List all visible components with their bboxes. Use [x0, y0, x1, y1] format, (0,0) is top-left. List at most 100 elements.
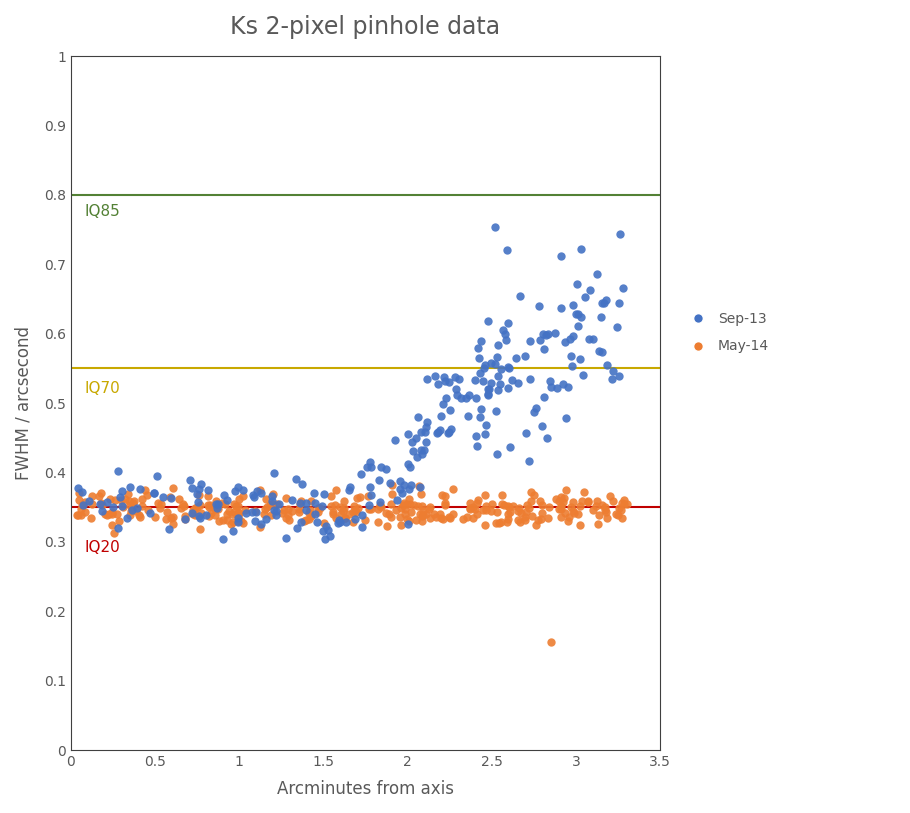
Point — [419, 507, 433, 520]
Point — [578, 290, 592, 303]
Point — [210, 498, 225, 511]
Point — [147, 487, 162, 500]
Point — [326, 506, 340, 519]
Point — [398, 508, 412, 521]
Point — [541, 511, 556, 524]
Point — [559, 483, 573, 496]
Point — [418, 426, 432, 439]
Point — [292, 498, 307, 511]
Point — [586, 333, 601, 346]
Point — [600, 511, 614, 524]
Point — [374, 500, 389, 513]
Point — [249, 485, 264, 498]
Point — [617, 493, 632, 506]
Point — [481, 382, 496, 395]
Point — [414, 425, 429, 438]
Point — [531, 513, 546, 526]
Point — [549, 493, 563, 506]
Point — [202, 500, 217, 513]
Point — [207, 508, 222, 521]
Point — [208, 494, 223, 507]
Point — [298, 497, 313, 510]
Point — [269, 505, 284, 518]
Point — [595, 498, 610, 511]
Point — [201, 498, 216, 511]
Point — [491, 517, 506, 530]
Point — [470, 439, 484, 452]
Point — [277, 504, 291, 517]
Point — [380, 520, 395, 533]
Point — [575, 368, 590, 381]
Point — [326, 507, 340, 520]
Point — [285, 493, 299, 506]
Point — [417, 443, 431, 456]
Point — [492, 377, 507, 390]
Point — [401, 493, 416, 506]
Point — [238, 503, 252, 516]
Point — [400, 498, 415, 511]
Point — [534, 513, 549, 526]
Point — [215, 497, 229, 510]
Point — [461, 388, 476, 401]
Point — [310, 506, 325, 519]
Point — [465, 501, 480, 514]
Point — [116, 499, 130, 512]
Point — [571, 508, 585, 521]
Point — [456, 512, 470, 525]
Legend: Sep-13, May-14: Sep-13, May-14 — [679, 306, 774, 359]
Point — [236, 516, 250, 529]
Point — [442, 404, 457, 417]
Point — [298, 515, 312, 528]
Point — [429, 511, 443, 524]
Point — [331, 514, 346, 527]
Point — [438, 497, 452, 510]
Point — [393, 518, 408, 531]
Point — [397, 497, 411, 510]
Point — [359, 461, 374, 474]
Point — [574, 242, 589, 255]
Point — [99, 509, 114, 522]
Point — [521, 502, 536, 515]
Point — [470, 497, 484, 510]
Point — [410, 450, 424, 463]
Point — [152, 502, 167, 515]
Point — [115, 485, 129, 498]
Point — [497, 498, 511, 511]
Point — [140, 489, 155, 502]
Point — [78, 495, 93, 508]
Point — [551, 503, 566, 516]
Point — [592, 345, 606, 358]
Point — [484, 498, 499, 511]
Point — [265, 498, 279, 511]
Y-axis label: FWHM / arcsecond: FWHM / arcsecond — [15, 326, 33, 480]
Point — [505, 499, 520, 512]
Point — [346, 506, 360, 519]
Point — [474, 402, 489, 415]
Point — [543, 380, 558, 393]
Point — [572, 499, 587, 512]
Point — [439, 392, 453, 405]
Point — [252, 484, 267, 497]
Point — [590, 267, 604, 280]
Point — [211, 502, 226, 515]
Point — [338, 511, 352, 524]
Point — [543, 636, 558, 649]
Point — [308, 507, 322, 520]
Point — [103, 493, 117, 506]
Point — [370, 515, 385, 528]
Point — [478, 488, 492, 501]
Point — [519, 506, 533, 519]
Point — [350, 491, 365, 504]
Point — [162, 523, 177, 536]
Point — [393, 475, 408, 488]
Point — [502, 501, 517, 514]
Point — [609, 508, 623, 521]
Point — [554, 490, 569, 503]
Point — [354, 508, 369, 521]
Point — [554, 302, 569, 315]
Point — [93, 498, 107, 511]
Point — [479, 500, 493, 513]
Point — [606, 494, 621, 507]
Point — [577, 486, 592, 499]
Point — [191, 482, 206, 495]
